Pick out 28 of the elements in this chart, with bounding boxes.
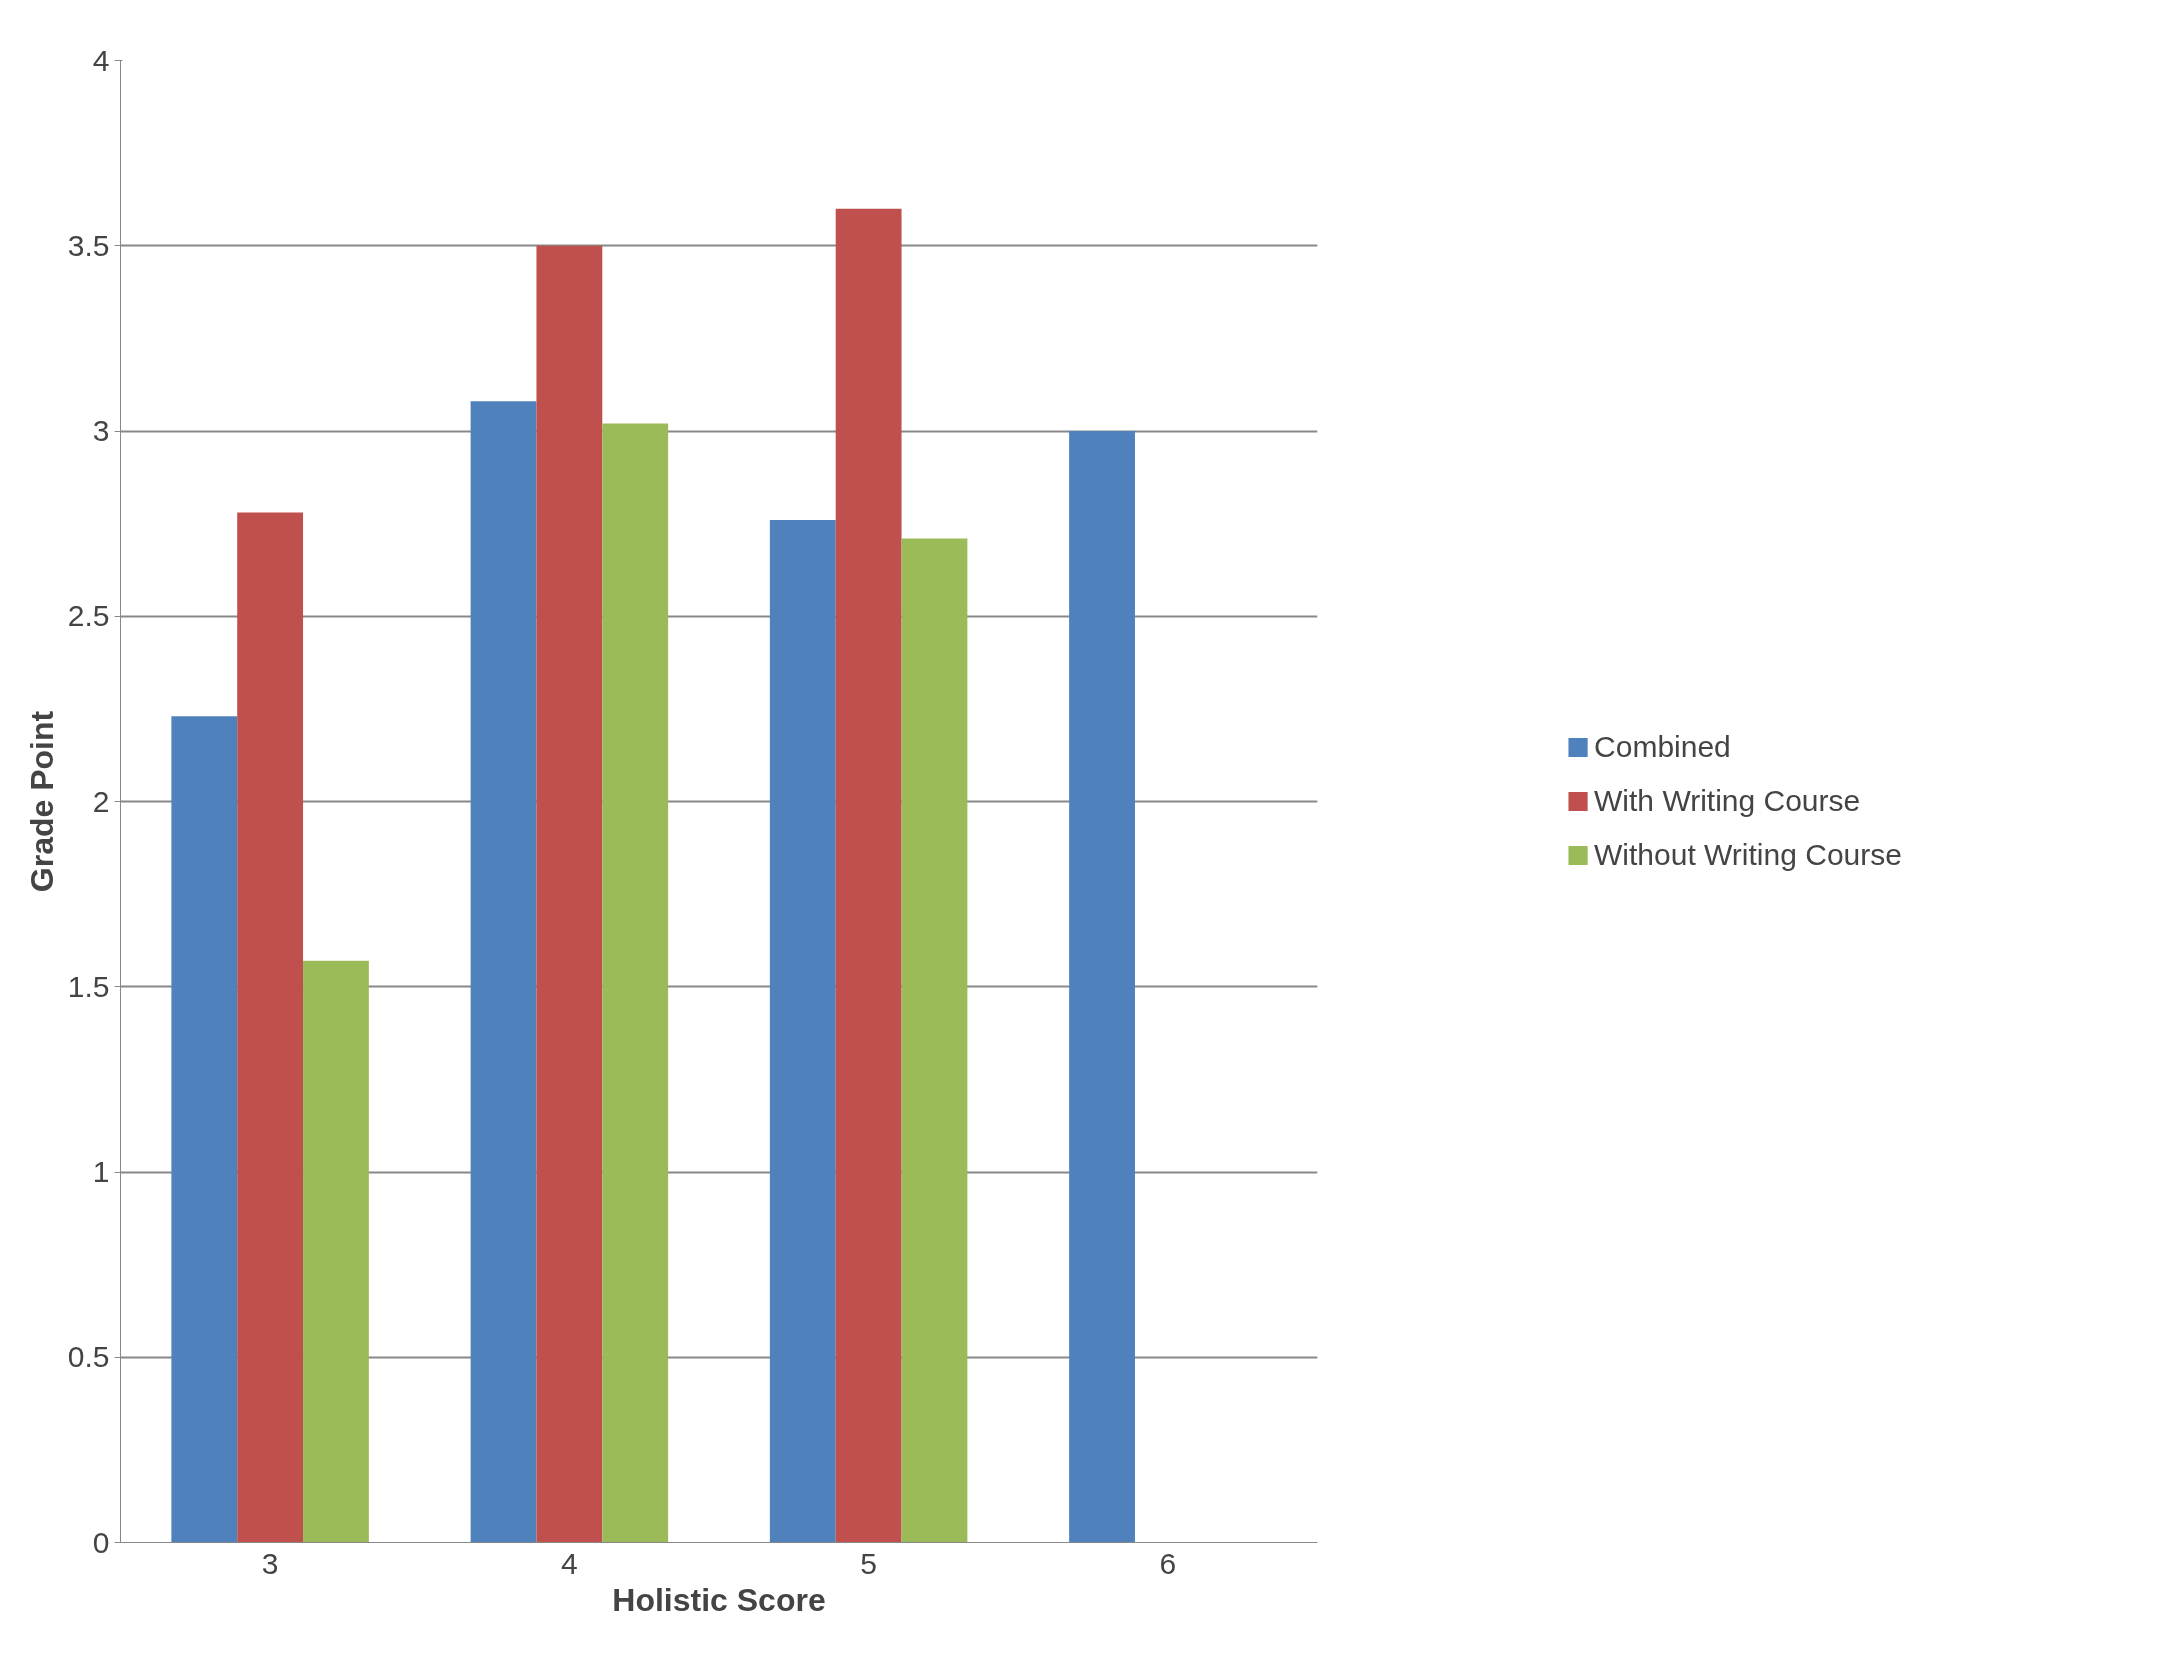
y-tick-label: 3.5 [67,228,110,262]
bar [1069,431,1135,1543]
legend-label: Combined [1594,730,1731,764]
x-tick-label: 3 [261,1546,279,1580]
bar [602,423,669,1543]
y-tick-label: 0 [92,1525,110,1559]
x-tick-label: 6 [1159,1546,1177,1580]
bar [769,519,836,1543]
x-tick-label: 4 [561,1546,578,1580]
y-tick-label: 2 [92,784,110,818]
bar [171,716,238,1543]
y-tick-label: 2.5 [67,599,110,633]
legend-label: Without Writing Course [1594,838,1902,872]
bar [536,245,603,1543]
bar [303,960,369,1543]
y-tick-label: 1.5 [67,969,110,1003]
x-tick-label: 5 [860,1546,877,1580]
y-axis-title: Grade Point [23,710,60,893]
y-tick-label: 0.5 [67,1340,110,1374]
bar [237,512,304,1543]
y-tick-label: 4 [92,43,110,77]
legend-label: With Writing Course [1594,784,1861,818]
y-tick-label: 1 [92,1155,110,1188]
y-tick-label: 3 [92,414,110,447]
bar [901,538,968,1543]
bar [470,401,537,1543]
bar [835,208,902,1543]
x-axis-title: Holistic Score [612,1581,826,1618]
